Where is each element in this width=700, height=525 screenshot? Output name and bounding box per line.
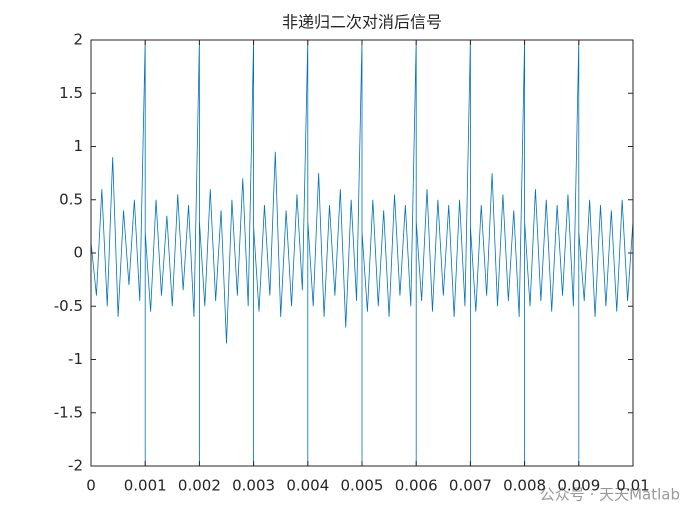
y-tick-label: 0.5 xyxy=(59,190,83,208)
x-tick-label: 0.002 xyxy=(178,477,221,495)
x-tick-label: 0.01 xyxy=(616,477,649,495)
x-tick-label: 0.006 xyxy=(395,477,438,495)
y-tick-label: 2 xyxy=(73,31,83,49)
y-tick-label: 1 xyxy=(73,137,83,155)
x-tick-label: 0.009 xyxy=(557,477,600,495)
x-tick-label: 0 xyxy=(86,477,96,495)
y-tick-label: -1 xyxy=(68,350,83,368)
y-tick-label: -1.5 xyxy=(54,403,83,421)
x-tick-label: 0.001 xyxy=(124,477,167,495)
x-tick-label: 0.003 xyxy=(232,477,275,495)
chart-title: 非递归二次对消后信号 xyxy=(282,13,442,32)
watermark: 公众号 · 天天Matlab xyxy=(540,486,680,504)
y-tick-label: -2 xyxy=(68,457,83,475)
y-tick-label: 0 xyxy=(73,244,83,262)
x-tick-label: 0.004 xyxy=(286,477,329,495)
y-tick-label: -0.5 xyxy=(54,297,83,315)
plot-area xyxy=(91,40,633,466)
y-tick-label: 1.5 xyxy=(59,84,83,102)
x-tick-label: 0.008 xyxy=(503,477,546,495)
signal-line xyxy=(91,40,633,466)
x-tick-label: 0.005 xyxy=(341,477,384,495)
x-tick-label: 0.007 xyxy=(449,477,492,495)
